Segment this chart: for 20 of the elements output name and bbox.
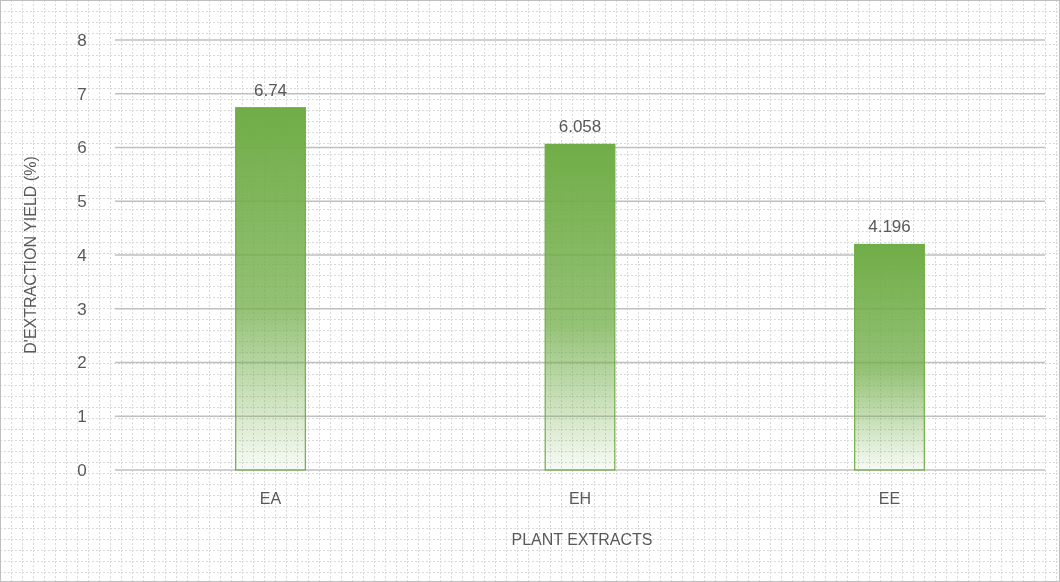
y-tick-label: 6 [77, 138, 87, 158]
data-label: 4.196 [868, 217, 911, 237]
x-tick-label: EA [259, 490, 282, 507]
y-tick-label: 5 [77, 192, 87, 212]
bar [544, 143, 616, 471]
x-tick-label: EH [568, 490, 592, 507]
x-axis-title: PLANT EXTRACTS [511, 531, 653, 548]
y-tick-label: 8 [77, 30, 87, 50]
y-tick-label: 4 [77, 245, 87, 265]
data-label: 6.058 [558, 117, 602, 137]
data-label: 6.74 [253, 80, 288, 100]
y-tick-label: 3 [77, 299, 87, 319]
x-tick-label: EE [878, 490, 901, 507]
y-tick-label: 2 [77, 353, 87, 373]
y-tick-label: 1 [77, 407, 87, 427]
y-tick-label: 0 [77, 460, 87, 480]
y-tick-label: 7 [77, 84, 87, 104]
bar [235, 107, 306, 471]
y-axis-title: D'EXTRACTION YIELD (%) [22, 156, 39, 354]
bar [854, 243, 925, 471]
